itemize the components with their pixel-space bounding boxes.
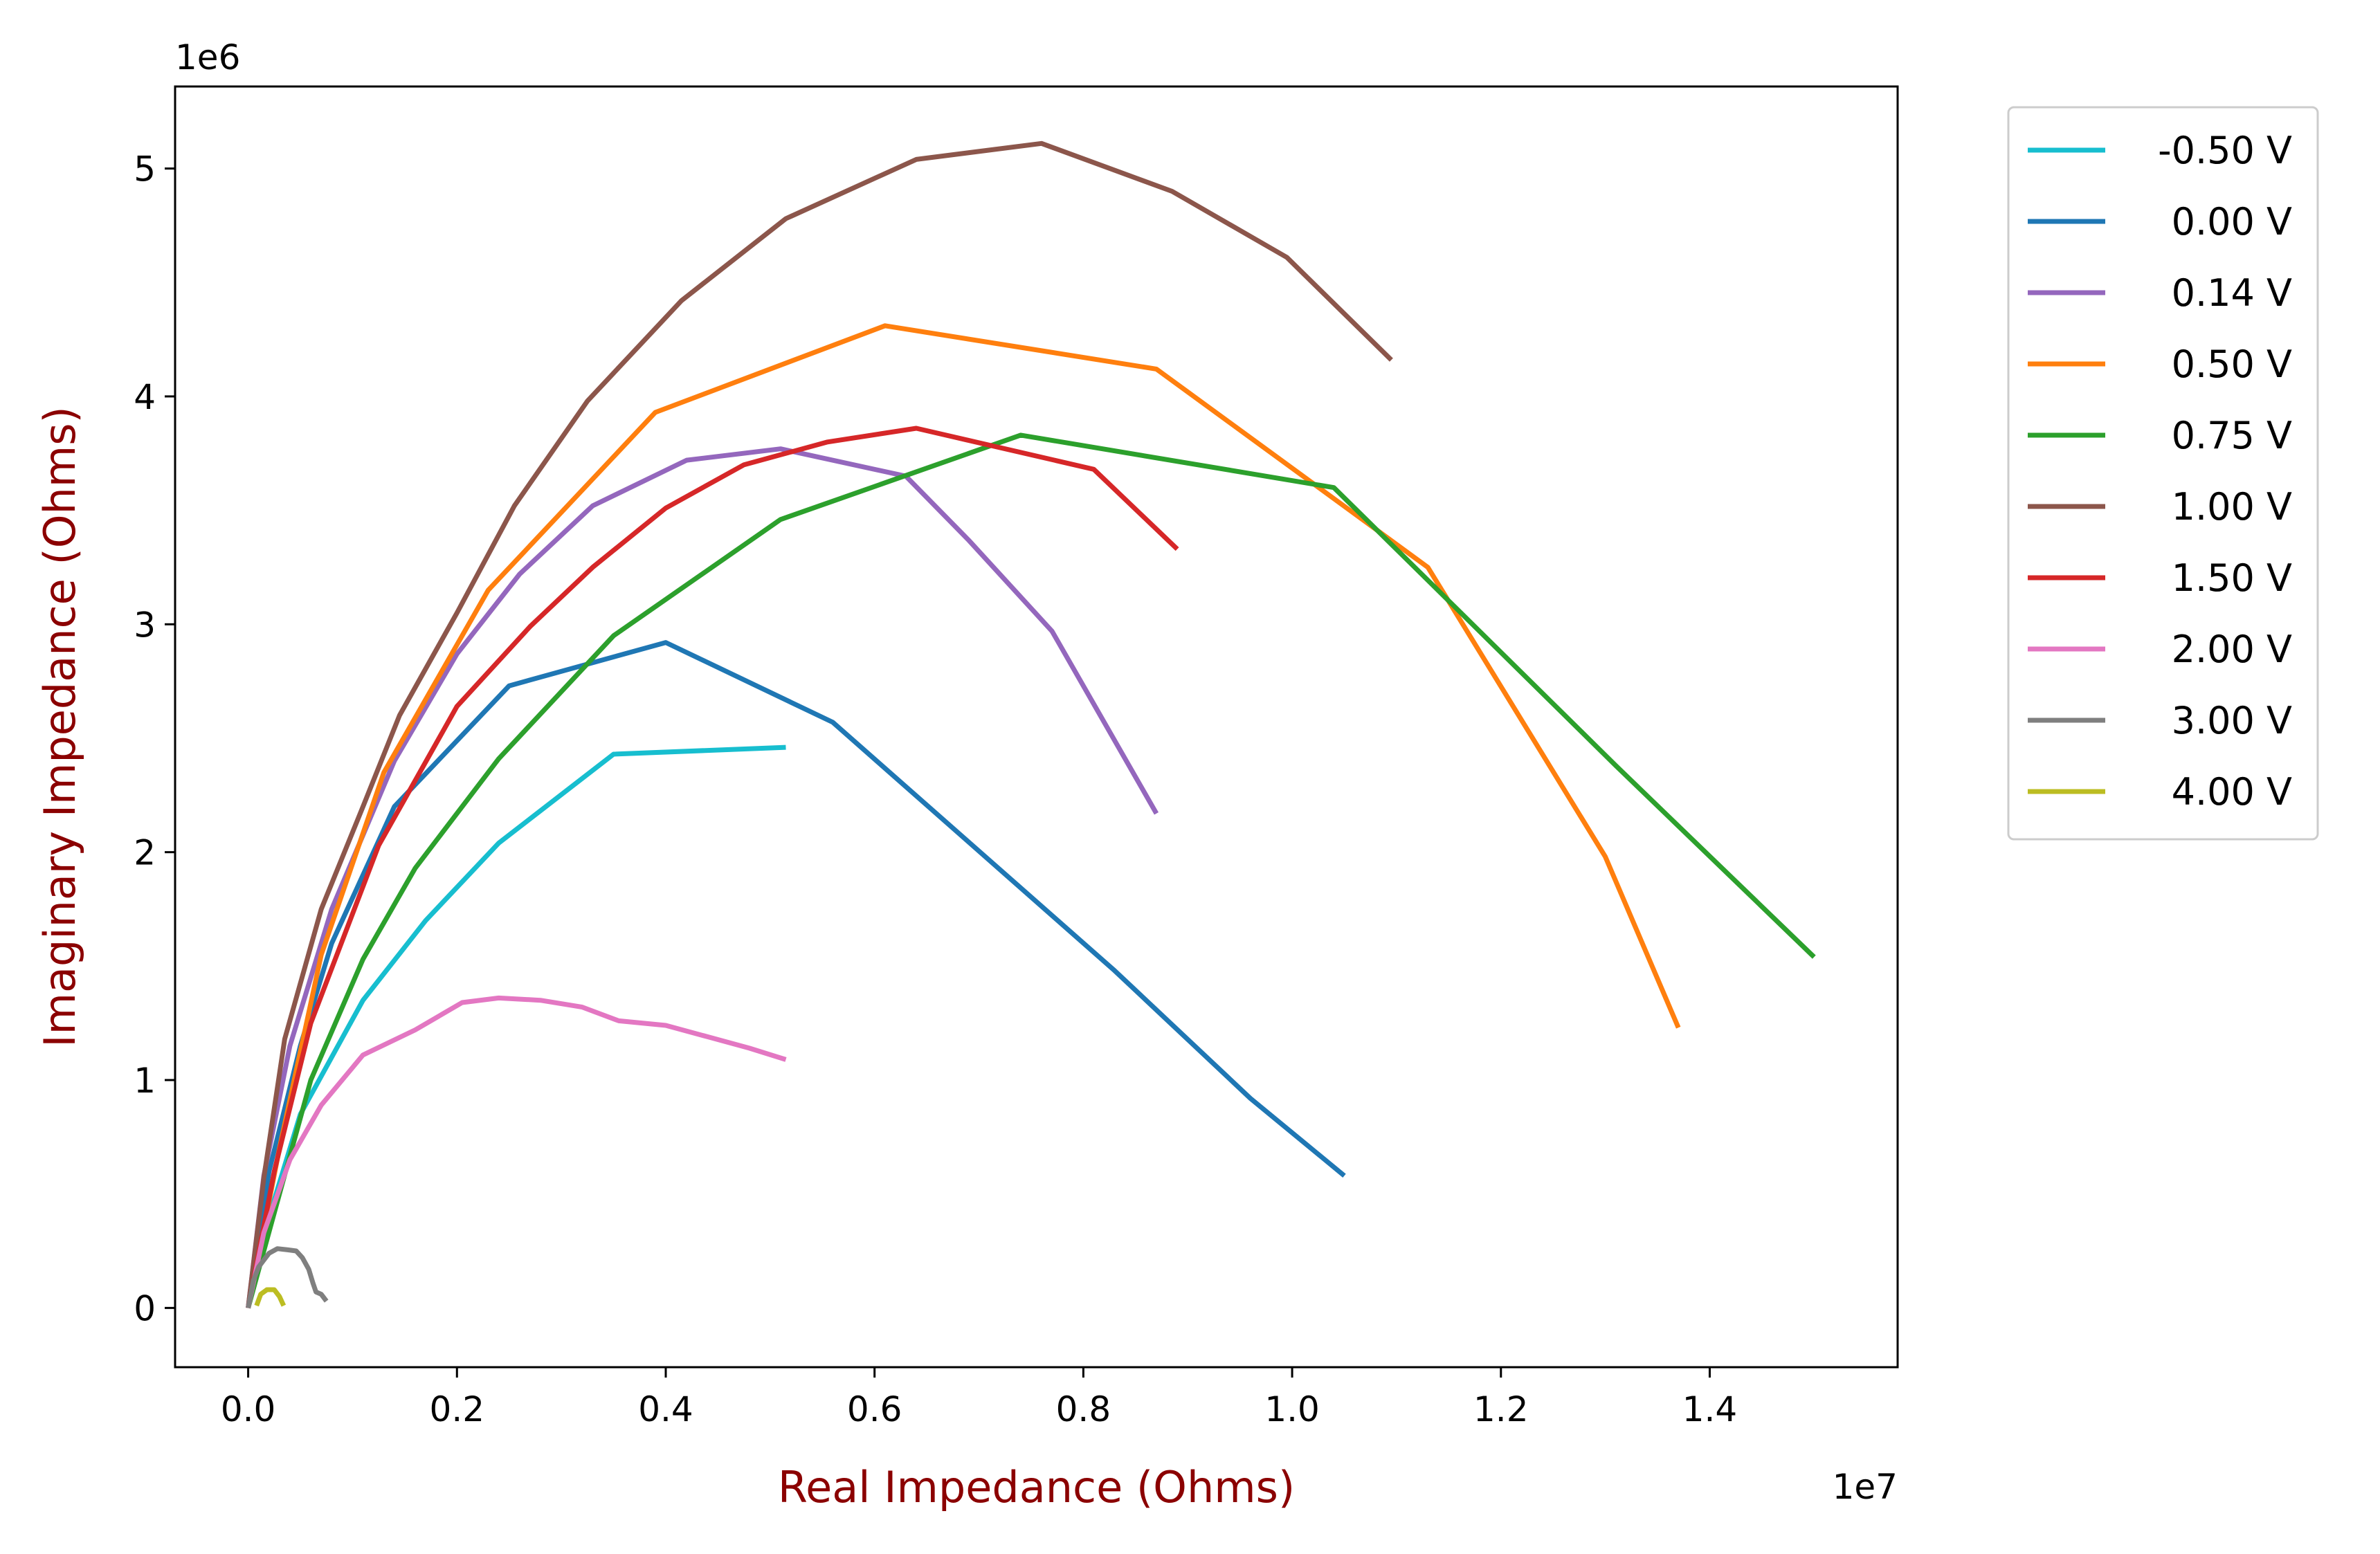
series-layer [246, 140, 1816, 1309]
y-tick-label: 2 [134, 833, 156, 873]
x-tick-label: 0.2 [430, 1389, 485, 1429]
x-tick-label: 1.4 [1682, 1389, 1738, 1429]
legend-items: -0.50 V 0.00 V 0.14 V 0.50 V 0.75 V 1.00… [2028, 129, 2292, 814]
legend-label: 0.00 V [2172, 200, 2292, 244]
legend-label: 2.00 V [2172, 628, 2292, 671]
x-axis-title: Real Impedance (Ohms) [778, 1462, 1295, 1512]
series-line-4 [246, 432, 1816, 1309]
y-tick-label: 4 [134, 377, 156, 417]
y-tick-label: 0 [134, 1288, 156, 1328]
legend-label: 1.50 V [2172, 556, 2292, 600]
series-line-5 [246, 140, 1393, 1308]
y-axis-title: Imaginary Impedance (Ohms) [35, 406, 85, 1047]
legend-label: 1.00 V [2172, 485, 2292, 529]
legend-label: 4.00 V [2172, 770, 2292, 814]
legend: -0.50 V 0.00 V 0.14 V 0.50 V 0.75 V 1.00… [2007, 106, 2319, 841]
x-tick-label: 0.8 [1056, 1389, 1111, 1429]
legend-label: 0.75 V [2172, 414, 2292, 457]
series-line-1 [246, 640, 1346, 1308]
y-tick-label: 3 [134, 605, 156, 645]
series-line-8 [246, 1246, 329, 1309]
y-tick-label: 5 [134, 149, 156, 190]
legend-label: 0.14 V [2172, 271, 2292, 315]
series-line-3 [246, 323, 1681, 1309]
y-tick-label: 1 [134, 1061, 156, 1101]
x-tick-label: 1.0 [1264, 1389, 1320, 1429]
x-tick-label: 0.0 [221, 1389, 276, 1429]
y-offset-label: 1e6 [175, 37, 240, 77]
legend-label: -0.50 V [2158, 129, 2292, 172]
plot-frame [174, 85, 1899, 1369]
series-line-6 [246, 426, 1179, 1309]
legend-label: 0.50 V [2172, 342, 2292, 386]
x-tick-label: 1.2 [1473, 1389, 1529, 1429]
x-offset-label: 1e7 [1833, 1467, 1898, 1507]
x-tick-label: 0.4 [638, 1389, 693, 1429]
legend-label: 3.00 V [2172, 699, 2292, 742]
series-line-9 [254, 1287, 287, 1307]
x-tick-label: 0.6 [847, 1389, 902, 1429]
series-line-7 [246, 995, 787, 1309]
y-axis: 0 1 2 3 4 5 [134, 149, 175, 1328]
x-axis: 0.0 0.2 0.4 0.6 0.8 1.0 1.2 1.4 [221, 1367, 1737, 1429]
series-line-2 [246, 446, 1159, 1308]
